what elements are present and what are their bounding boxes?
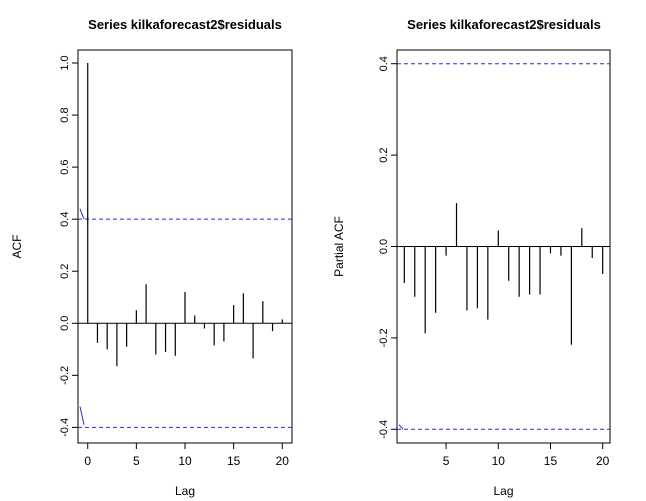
bound-edge-mark (398, 424, 404, 430)
x-axis-label: Lag (493, 484, 513, 498)
x-tick-label: 10 (492, 454, 506, 468)
x-tick-label: 10 (178, 454, 192, 468)
x-tick-label: 20 (276, 454, 290, 468)
x-axis-label: Lag (175, 484, 195, 498)
y-tick-label: 0.6 (59, 159, 71, 174)
y-tick-label: -0.4 (59, 418, 71, 437)
y-tick-label: -0.2 (59, 366, 71, 385)
y-axis-label: ACF (10, 235, 24, 259)
chart-panel-1: Series kilkaforecast2$residuals -0.4 -0.2 0… (10, 17, 293, 498)
y-tick-label: 1.0 (59, 55, 71, 70)
x-tick-label: 15 (544, 454, 558, 468)
x-tick-label: 15 (227, 454, 241, 468)
x-tick-label: 5 (443, 454, 450, 468)
y-tick-label: -0.4 (378, 420, 390, 439)
y-tick-label: 0.0 (378, 239, 390, 254)
x-tick-label: 0 (84, 454, 91, 468)
y-tick-label: 0.4 (378, 56, 390, 71)
y-tick-label: 0.0 (59, 316, 71, 331)
chart-panel-2: Series kilkaforecast2$residuals -0.4 -0.2 0… (332, 17, 611, 498)
y-tick-label: 0.8 (59, 107, 71, 122)
x-tick-label: 20 (596, 454, 610, 468)
x-tick-label: 5 (133, 454, 140, 468)
y-tick-label: 0.4 (59, 212, 71, 227)
y-axis-label: Partial ACF (332, 216, 346, 277)
y-tick-label: -0.2 (378, 328, 390, 347)
plot-frame (77, 49, 293, 444)
bound-edge-mark (79, 406, 85, 425)
y-tick-label: 0.2 (59, 264, 71, 279)
chart-title: Series kilkaforecast2$residuals (407, 17, 601, 32)
bound-edge-mark (79, 208, 85, 220)
y-tick-label: 0.2 (378, 147, 390, 162)
chart-title: Series kilkaforecast2$residuals (88, 17, 282, 32)
